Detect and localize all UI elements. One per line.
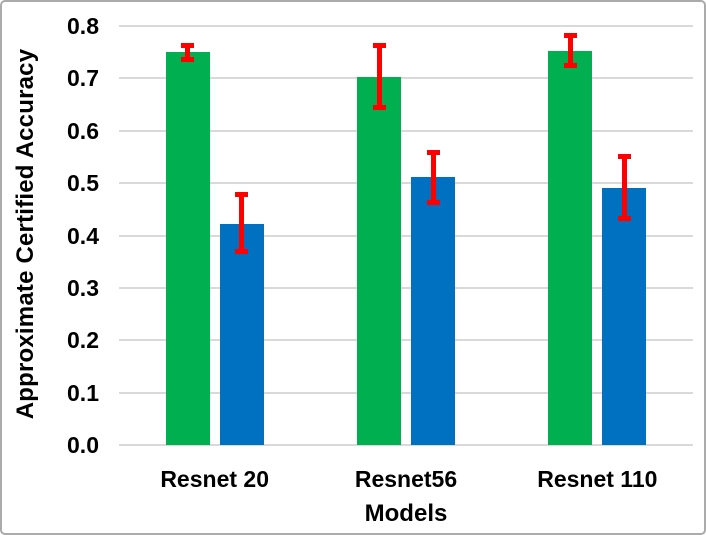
y-axis-tick-label: 0.4 <box>67 222 99 249</box>
error-bar-cap <box>617 154 631 160</box>
gridline <box>119 25 693 27</box>
error-bar-line <box>621 154 627 221</box>
error-bar-blue <box>235 192 249 255</box>
error-bar-cap <box>426 150 440 156</box>
gridline <box>119 77 693 80</box>
error-bar-line <box>430 150 436 206</box>
gridline <box>119 339 693 342</box>
error-bar-blue <box>617 154 631 221</box>
gridline <box>119 182 693 185</box>
plot-area <box>119 25 693 446</box>
bar-blue <box>411 177 455 445</box>
bar-green <box>548 50 593 445</box>
error-bar-cap <box>372 105 386 111</box>
bar-green <box>357 76 401 445</box>
error-bar-blue <box>426 150 440 206</box>
error-bar-cap <box>426 200 440 206</box>
error-bar-green <box>181 42 195 62</box>
error-bar-line <box>185 42 191 62</box>
x-axis-tick-label: Resnet 110 <box>537 466 658 492</box>
y-axis-tick-label: 0.0 <box>67 432 99 458</box>
error-bar-cap <box>372 42 386 48</box>
y-axis-tick-label: 0.3 <box>67 274 99 301</box>
gridline <box>119 234 693 237</box>
bar-blue <box>219 223 264 445</box>
bar-blue <box>602 188 647 445</box>
error-bar-cap <box>563 32 577 38</box>
y-axis-tick-label: 0.6 <box>67 117 99 144</box>
error-bar-line <box>567 32 573 68</box>
error-bar-cap <box>235 249 249 255</box>
error-bar-line <box>239 192 245 255</box>
error-bar-cap <box>235 192 249 198</box>
x-axis-labels: Resnet 20 Resnet56 Resnet 110 <box>119 466 693 494</box>
error-bar-green <box>372 42 386 111</box>
y-axis-tick-label: 0.2 <box>67 327 99 354</box>
x-axis-title: Models <box>364 500 448 527</box>
x-axis-tick-label: Resnet 20 <box>160 466 269 492</box>
error-bar-cap <box>181 56 195 62</box>
error-bar-cap <box>563 62 577 68</box>
gridline <box>119 286 693 289</box>
y-axis-tick-label: 0.5 <box>67 170 99 197</box>
error-bar-line <box>376 42 382 111</box>
y-axis-labels: 0.0 0.1 0.2 0.3 0.4 0.5 0.6 0.7 0.8 <box>2 13 99 458</box>
y-axis-tick-label: 0.7 <box>67 65 99 92</box>
bar-green <box>165 52 210 445</box>
gridline <box>119 391 693 394</box>
y-axis-tick-label: 0.8 <box>67 13 99 39</box>
error-bar-green <box>563 32 577 68</box>
error-bar-cap <box>181 42 195 48</box>
gridline <box>119 444 693 446</box>
x-axis-tick-label: Resnet56 <box>354 466 458 492</box>
y-axis-tick-label: 0.1 <box>67 379 99 406</box>
gridline <box>119 129 693 132</box>
error-bar-cap <box>617 215 631 221</box>
